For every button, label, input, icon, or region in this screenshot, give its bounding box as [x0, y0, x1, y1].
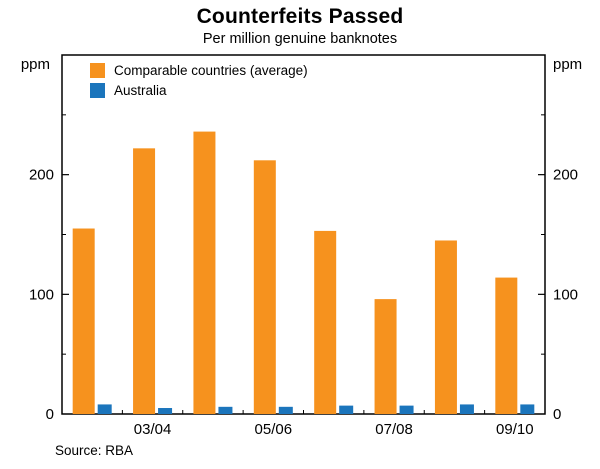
legend-label-australia: Australia [114, 83, 167, 98]
legend-swatch-australia [90, 83, 105, 98]
bar-australia [158, 408, 173, 414]
bar-comparable [495, 277, 518, 414]
x-tick-label: 09/10 [496, 421, 534, 438]
chart-title: Counterfeits Passed [196, 5, 404, 28]
y-tick-label-left: 0 [46, 406, 54, 423]
bar-australia [278, 406, 293, 414]
bar-comparable [72, 228, 95, 414]
bar-comparable [434, 240, 457, 414]
source-note: Source: RBA [55, 443, 134, 458]
y-axis-unit-left: ppm [20, 56, 50, 73]
bar-australia [218, 406, 233, 414]
bar-australia [520, 404, 535, 414]
bar-comparable [253, 160, 276, 414]
bar-australia [339, 405, 354, 414]
y-tick-label-left: 100 [29, 286, 54, 303]
legend-swatch-comparable [90, 63, 105, 78]
y-tick-label-right: 100 [553, 286, 578, 303]
legend-label-comparable: Comparable countries (average) [114, 63, 308, 78]
x-tick-label: 03/04 [134, 421, 172, 438]
y-tick-label-right: 0 [553, 406, 561, 423]
legend-item-comparable: Comparable countries (average) [90, 63, 308, 78]
x-tick-label: 07/08 [375, 421, 413, 438]
y-axis-unit-right: ppm [553, 56, 583, 73]
bar-australia [399, 405, 414, 414]
bar-comparable [193, 131, 216, 414]
bar-australia [459, 404, 474, 414]
legend: Comparable countries (average) Australia [90, 63, 308, 103]
bar-comparable [374, 299, 397, 414]
chart-subtitle: Per million genuine banknotes [202, 31, 398, 47]
y-tick-label-left: 200 [29, 167, 54, 184]
y-tick-label-right: 200 [553, 167, 578, 184]
x-tick-label: 05/06 [255, 421, 293, 438]
bar-australia [97, 404, 112, 414]
bar-comparable [133, 148, 156, 414]
legend-item-australia: Australia [90, 83, 308, 98]
bar-comparable [314, 230, 337, 414]
